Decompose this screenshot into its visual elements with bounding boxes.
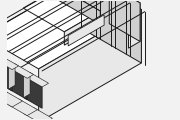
- Polygon shape: [24, 76, 42, 108]
- Polygon shape: [24, 73, 49, 87]
- Polygon shape: [9, 64, 15, 89]
- Polygon shape: [23, 0, 100, 32]
- Polygon shape: [0, 59, 12, 91]
- Polygon shape: [39, 10, 141, 120]
- Polygon shape: [24, 108, 52, 120]
- Polygon shape: [9, 64, 33, 78]
- Polygon shape: [129, 3, 140, 48]
- Polygon shape: [9, 68, 27, 100]
- Polygon shape: [0, 82, 7, 98]
- Polygon shape: [9, 99, 37, 116]
- Polygon shape: [0, 0, 141, 69]
- Polygon shape: [0, 55, 19, 70]
- Polygon shape: [0, 47, 4, 61]
- Polygon shape: [59, 0, 100, 24]
- Polygon shape: [64, 11, 100, 45]
- Polygon shape: [68, 15, 104, 46]
- Polygon shape: [109, 0, 140, 42]
- Polygon shape: [85, 0, 141, 63]
- Polygon shape: [98, 0, 140, 10]
- Polygon shape: [0, 90, 22, 107]
- Polygon shape: [24, 73, 30, 98]
